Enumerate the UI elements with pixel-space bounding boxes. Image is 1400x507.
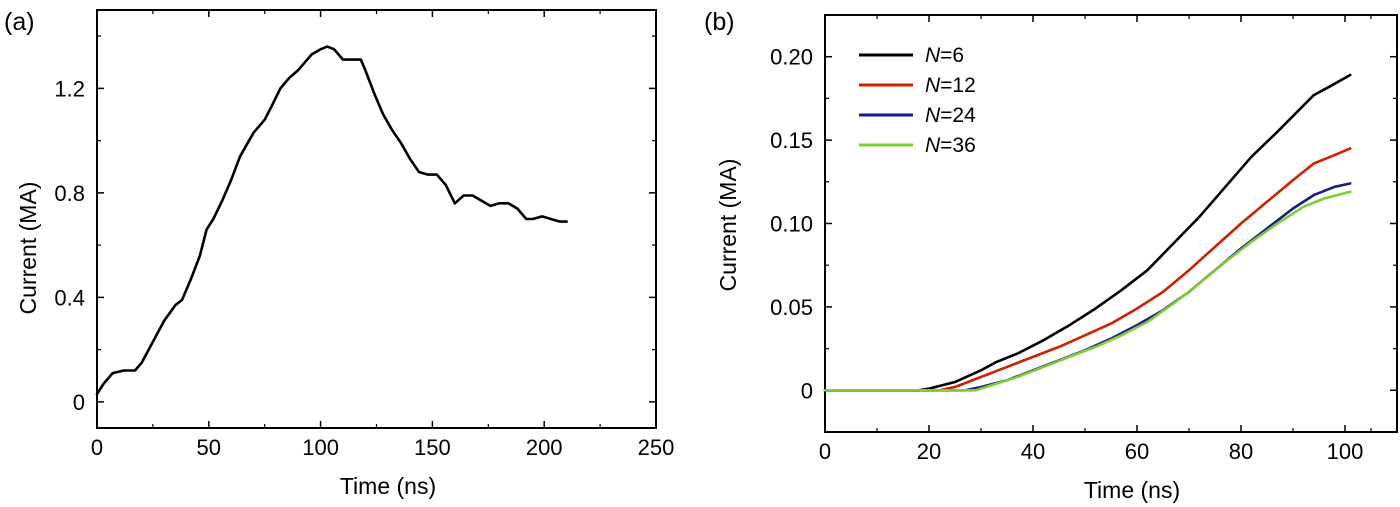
- panel-a-y-tick-label: 0.8: [54, 181, 85, 206]
- panel-a-frame: [96, 9, 657, 429]
- panel-b-y-tick-label: 0.05: [770, 295, 813, 320]
- panel-b-series-line-1: [823, 73, 1352, 392]
- panel-b-y-tick-label: 0.15: [770, 128, 813, 153]
- panel-b-x-tick-label: 100: [1327, 439, 1364, 464]
- panel-label-b: (b): [704, 8, 735, 36]
- panel-a-plot: 0 50 100 150 200 250 0 0.4 0.8 1.2: [54, 9, 675, 460]
- panel-b-legend-label-3: N=24: [925, 104, 976, 127]
- panel-a-x-tick-label: 250: [638, 435, 675, 460]
- panel-b-legend-label-4: N=36: [925, 134, 976, 157]
- panel-b-y-tick-label: 0.20: [770, 45, 813, 70]
- panel-a-x-tick-label: 200: [526, 435, 563, 460]
- panel-b-x-tick-label: 60: [1125, 439, 1149, 464]
- panel-a-y-tick-label: 0: [73, 390, 85, 415]
- panel-a-y-axis-title: Current (MA): [15, 182, 41, 315]
- panel-b-plot: 0 20 40 60 80 100 0 0.05 0.10 0.15 0.20 N=6 N=12 N=24…: [770, 14, 1398, 464]
- panel-b-series-line-3: [823, 182, 1352, 392]
- panel-label-a: (a): [4, 8, 35, 36]
- panel-b-legend-label-1: N=6: [925, 44, 964, 67]
- panel-b-y-axis-title: Current (MA): [715, 159, 741, 292]
- panel-b-series-line-4: [823, 190, 1352, 392]
- panel-a-y-tick-label: 0.4: [54, 285, 85, 310]
- panel-b-y-tick-label: 0: [801, 378, 813, 403]
- panel-a-series-line-1: [95, 45, 568, 396]
- panel-b-x-tick-label: 20: [917, 439, 941, 464]
- panel-a-x-tick-label: 50: [197, 435, 221, 460]
- panel-b-frame: [824, 14, 1398, 433]
- panel-a-x-axis-title: Time (ns): [340, 473, 436, 499]
- panel-a-x-tick-label: 150: [414, 435, 451, 460]
- panel-b-series-line-2: [823, 147, 1352, 392]
- panel-b-x-tick-label: 80: [1229, 439, 1253, 464]
- panel-b-y-tick-label: 0.10: [770, 212, 813, 237]
- panel-a-x-tick-label: 100: [302, 435, 339, 460]
- panel-b-legend-label-2: N=12: [925, 74, 976, 97]
- panel-a-x-tick-label: 0: [91, 435, 103, 460]
- panel-a-y-tick-label: 1.2: [54, 76, 85, 101]
- panel-b-x-tick-label: 40: [1021, 439, 1045, 464]
- panel-b-x-tick-label: 0: [819, 439, 831, 464]
- panel-b-x-axis-title: Time (ns): [1084, 477, 1180, 503]
